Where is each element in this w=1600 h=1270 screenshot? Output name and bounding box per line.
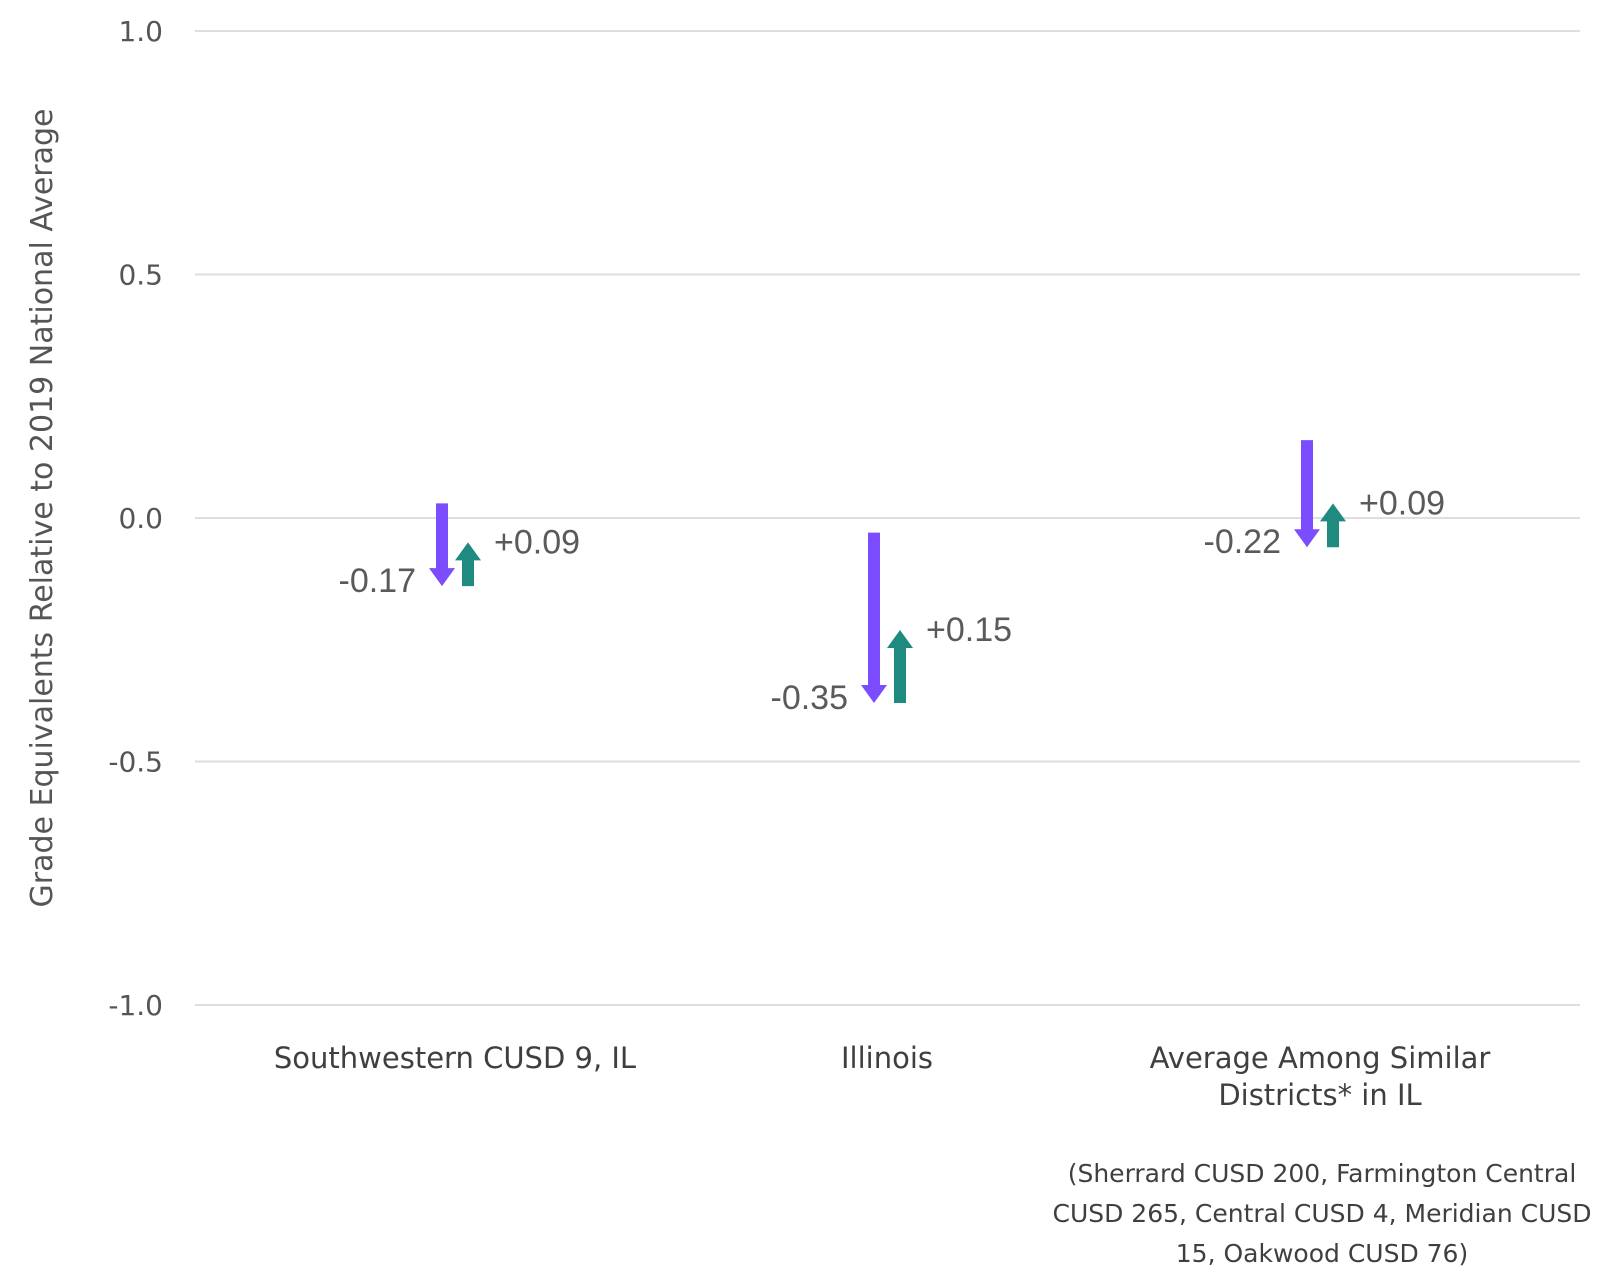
category-label: Average Among Similar: [1150, 1041, 1491, 1075]
y-tick-label: 0.5: [118, 259, 163, 292]
recovery-arrow: [1320, 503, 1346, 548]
category-label: Illinois: [841, 1041, 933, 1075]
decline-arrow: [429, 503, 455, 587]
decline-arrow: [861, 532, 887, 704]
decline-value-label: -0.22: [1204, 523, 1282, 561]
footnote-line: (Sherrard CUSD 200, Farmington Central: [1068, 1159, 1577, 1188]
y-tick-label: -1.0: [108, 989, 163, 1022]
decline-arrow: [1294, 440, 1320, 548]
decline-value-label: -0.35: [771, 679, 849, 717]
footnote-line: 15, Oakwood CUSD 76): [1176, 1239, 1468, 1268]
category-labels: Southwestern CUSD 9, IL Illinois Average A…: [274, 1041, 1491, 1112]
category-label: Southwestern CUSD 9, IL: [274, 1041, 636, 1075]
footnote: (Sherrard CUSD 200, Farmington Central CU…: [1052, 1159, 1591, 1268]
category-label: Districts* in IL: [1218, 1078, 1421, 1112]
y-tick-label: -0.5: [108, 746, 163, 779]
y-axis-title: Grade Equivalents Relative to 2019 Natio…: [25, 108, 60, 907]
y-tick-label: 1.0: [118, 15, 163, 48]
footnote-line: CUSD 265, Central CUSD 4, Meridian CUSD: [1052, 1199, 1591, 1228]
recovery-arrow: [455, 542, 481, 587]
recovery-value-label: +0.09: [1359, 484, 1445, 522]
gridlines: [195, 30, 1580, 1006]
recovery-arrow: [887, 630, 913, 704]
recovery-value-label: +0.15: [926, 611, 1012, 649]
arrow-marks: -0.17 +0.09 -0.35 +0.15 -0.22 +0.09: [339, 440, 1445, 717]
recovery-value-label: +0.09: [494, 523, 580, 561]
y-tick-label: 0.0: [118, 502, 163, 535]
decline-value-label: -0.17: [339, 562, 417, 600]
y-axis-ticks: 1.0 0.5 0.0 -0.5 -1.0: [108, 15, 163, 1022]
